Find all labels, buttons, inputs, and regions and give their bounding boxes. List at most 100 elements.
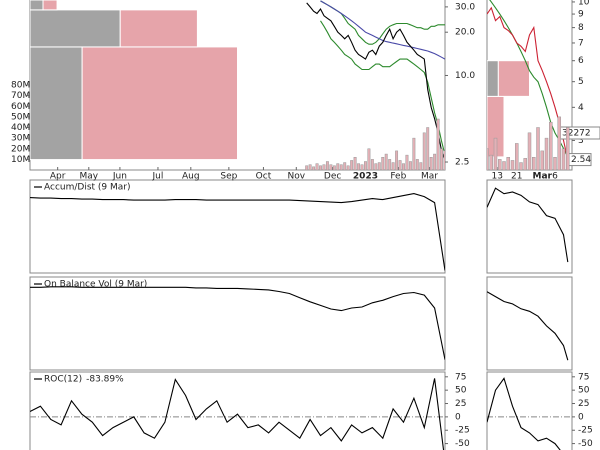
x-tick-label: Mar — [421, 172, 438, 182]
y-tick-label: 75 — [455, 372, 466, 382]
last-price-label: 2.54 — [571, 155, 591, 165]
y-tick-label: 4 — [578, 103, 584, 113]
mini-roc-frame — [486, 371, 573, 450]
vbp-down — [81, 46, 238, 161]
adl-frame — [29, 179, 446, 274]
vbp-down — [497, 60, 531, 97]
volume-bar — [502, 161, 506, 170]
y-tick-label: 30.0 — [455, 2, 475, 12]
volume-bar — [357, 163, 360, 170]
volume-bar — [544, 137, 549, 170]
y-tick-label: 9 — [578, 10, 584, 20]
volume-bar — [566, 127, 570, 170]
series-line — [30, 286, 445, 360]
indicator-value: -83.89% — [86, 375, 124, 385]
volume-bar — [325, 161, 329, 170]
volume-bar — [426, 127, 430, 170]
volume-bar — [360, 164, 364, 170]
volume-bar — [346, 165, 350, 170]
y-tick-label: 70M — [11, 91, 30, 101]
series-line — [487, 6, 569, 160]
y-tick-label: 10 — [578, 0, 590, 7]
volume-bar — [315, 163, 319, 170]
volume-bar — [549, 121, 553, 170]
y-tick-label: 30M — [11, 134, 30, 144]
volume-bar — [332, 165, 336, 170]
volume-bar — [412, 137, 416, 170]
y-tick-label: -25 — [578, 426, 593, 436]
series-line — [320, 0, 445, 60]
y-tick-label: -50 — [455, 439, 470, 449]
volume-bar — [436, 118, 440, 170]
mini-obv-frame — [486, 276, 573, 371]
x-tick-label: Jul — [152, 172, 164, 182]
volume-bar — [429, 157, 433, 170]
series-line — [306, 2, 445, 162]
indicator-title: ROC(12) — [44, 375, 82, 385]
indicator-title: On Balance Vol (9 Mar) — [44, 280, 147, 290]
volume-bar — [405, 154, 409, 170]
y-tick-label: 80M — [11, 81, 30, 91]
volume-bar — [527, 132, 532, 170]
x-tick-label: 2023 — [353, 172, 378, 182]
volume-bar — [388, 159, 392, 170]
volume-bar — [493, 137, 498, 170]
volume-bar — [540, 150, 544, 170]
volume-bar — [381, 157, 385, 170]
y-tick-label: 7 — [578, 38, 584, 48]
y-tick-label: 0 — [578, 412, 584, 422]
volume-bar — [391, 162, 395, 170]
y-tick-label: 50M — [11, 112, 30, 122]
vbp-up — [30, 0, 44, 11]
x-tick-label: Jun — [112, 172, 127, 182]
panel — [487, 377, 572, 450]
volume-bar — [515, 143, 519, 170]
y-tick-label: 6 — [578, 56, 584, 66]
y-tick-label: 0 — [455, 412, 461, 422]
volume-bar — [350, 160, 354, 170]
volume-bar — [353, 157, 357, 170]
x-tick-label: 6 — [552, 172, 558, 182]
vbp-down — [42, 0, 58, 11]
volume-bar — [443, 150, 445, 170]
volume-bar — [561, 148, 566, 170]
volume-bar — [506, 157, 510, 170]
x-tick-label: Oct — [256, 172, 272, 182]
obv-frame — [29, 276, 446, 371]
volume-bar — [489, 154, 493, 170]
y-tick-label: 40M — [11, 123, 30, 133]
y-tick-label: 25 — [578, 399, 589, 409]
vbp-up — [30, 46, 83, 161]
panel — [305, 118, 445, 170]
y-tick-label: 75 — [578, 372, 589, 382]
x-tick-label: Apr — [50, 172, 66, 182]
panel — [30, 193, 445, 271]
y-tick-label: 50 — [455, 386, 467, 396]
volume-bar — [532, 157, 536, 170]
panel — [487, 187, 569, 263]
volume-bar — [553, 157, 557, 170]
volume-bar — [343, 162, 347, 170]
volume-bar — [305, 165, 309, 170]
volume-bar — [364, 161, 367, 170]
volume-bar — [402, 163, 405, 170]
vbp-up — [487, 60, 499, 97]
y-tick-label: 50 — [578, 386, 590, 396]
panel — [30, 286, 445, 360]
series-line — [30, 193, 445, 271]
x-tick-label: Dec — [324, 172, 341, 182]
series-line — [320, 20, 445, 156]
indicator-title: Accum/Dist (9 Mar) — [44, 183, 131, 193]
volume-bar — [329, 164, 333, 170]
volume-bar — [370, 159, 374, 170]
y-tick-label: 60M — [11, 102, 30, 112]
panel — [30, 0, 445, 162]
volume-bar — [398, 160, 402, 170]
vbp-down — [119, 9, 198, 48]
volume-bar — [322, 164, 326, 170]
y-tick-label: 25 — [455, 399, 466, 409]
volume-bar — [440, 148, 443, 170]
x-tick-label: Sep — [220, 172, 237, 182]
volume-bar — [498, 159, 502, 170]
